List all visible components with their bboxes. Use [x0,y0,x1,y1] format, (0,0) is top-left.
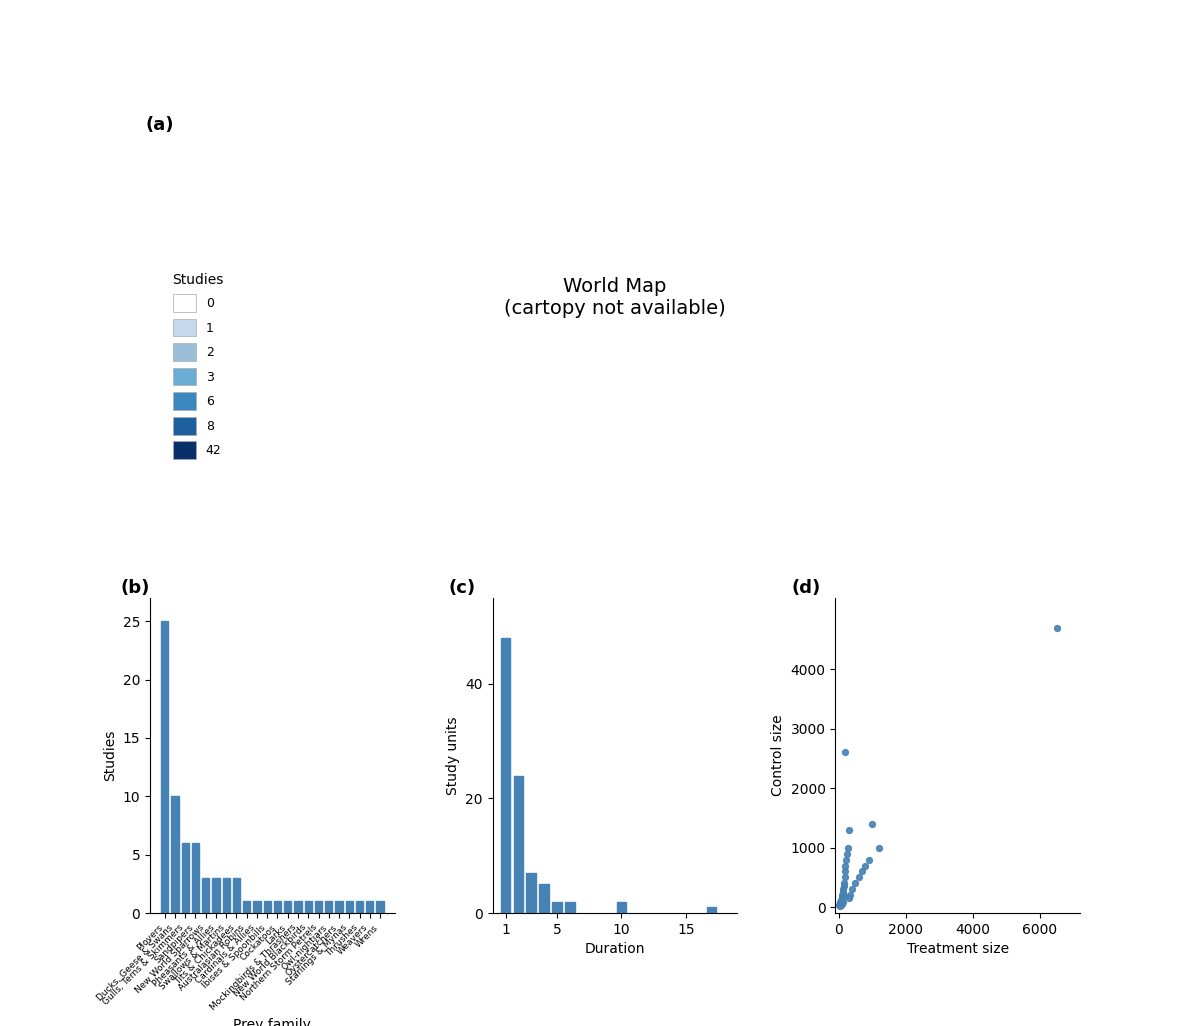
Bar [192,843,199,913]
Text: (b): (b) [121,579,150,597]
Point [838,845,857,862]
Bar [346,902,353,913]
Bar [212,878,220,913]
Bar [172,796,179,913]
Bar [325,902,332,913]
Point [833,891,852,907]
Bar [274,902,281,913]
Point [833,887,852,904]
Text: (a): (a) [145,116,174,134]
Bar [552,902,562,913]
Bar [539,884,548,913]
Point [830,895,850,911]
Bar [356,902,364,913]
Y-axis label: Study units: Study units [446,716,460,795]
Bar [305,902,312,913]
Bar [244,902,251,913]
Bar [284,902,292,913]
Bar [617,902,626,913]
Bar [565,902,575,913]
Text: (d): (d) [791,579,821,597]
Point [869,839,888,856]
Bar [202,878,209,913]
Point [839,839,858,856]
Point [834,878,853,895]
Point [835,875,854,892]
Bar [366,902,373,913]
Bar [253,902,260,913]
Bar [181,843,188,913]
Bar [377,902,384,913]
Point [832,893,851,909]
Bar [161,621,168,913]
Point [850,869,869,885]
Point [832,897,851,913]
Bar [500,638,510,913]
Y-axis label: Studies: Studies [103,729,118,781]
Bar [233,878,240,913]
Point [834,889,853,905]
Legend: 0, 1, 2, 3, 6, 8, 42: 0, 1, 2, 3, 6, 8, 42 [166,267,229,466]
Point [830,898,850,914]
Point [1046,620,1066,636]
Bar [707,907,716,913]
X-axis label: Prey family: Prey family [234,1018,311,1026]
Point [832,892,851,908]
Point [835,863,854,879]
Point [836,852,856,868]
Bar [314,902,322,913]
Point [832,896,851,912]
Bar [514,776,523,913]
Y-axis label: Control size: Control size [770,715,785,796]
Point [863,816,882,832]
Bar [294,902,301,913]
Point [856,858,875,874]
Point [835,744,854,760]
Bar [527,873,536,913]
Point [839,891,858,907]
Point [841,887,860,904]
Point [833,884,852,901]
Point [852,863,871,879]
Point [834,881,853,898]
Text: World Map
(cartopy not available): World Map (cartopy not available) [504,277,726,318]
Point [846,875,865,892]
Bar [336,902,343,913]
Point [842,881,862,898]
Point [835,869,854,885]
Bar [264,902,271,913]
Point [839,822,858,838]
Point [830,896,850,912]
Text: (c): (c) [449,579,475,597]
Bar [223,878,230,913]
X-axis label: Treatment size: Treatment size [906,943,1009,956]
Point [859,852,878,868]
Point [829,897,848,913]
X-axis label: Duration: Duration [584,943,646,956]
Point [833,894,852,910]
Point [835,858,854,874]
